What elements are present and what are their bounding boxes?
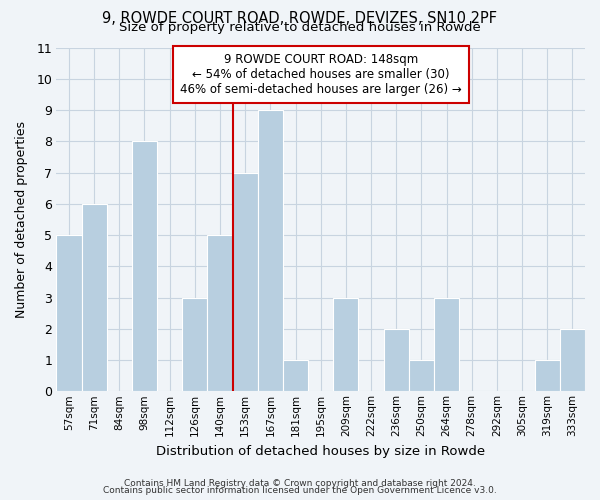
Text: Contains public sector information licensed under the Open Government Licence v3: Contains public sector information licen… bbox=[103, 486, 497, 495]
Bar bbox=[182, 298, 208, 392]
Bar bbox=[283, 360, 308, 392]
Bar bbox=[535, 360, 560, 392]
Bar bbox=[208, 235, 233, 392]
Bar bbox=[383, 329, 409, 392]
Text: Size of property relative to detached houses in Rowde: Size of property relative to detached ho… bbox=[119, 21, 481, 34]
Bar bbox=[56, 235, 82, 392]
X-axis label: Distribution of detached houses by size in Rowde: Distribution of detached houses by size … bbox=[156, 444, 485, 458]
Text: 9, ROWDE COURT ROAD, ROWDE, DEVIZES, SN10 2PF: 9, ROWDE COURT ROAD, ROWDE, DEVIZES, SN1… bbox=[103, 11, 497, 26]
Text: Contains HM Land Registry data © Crown copyright and database right 2024.: Contains HM Land Registry data © Crown c… bbox=[124, 478, 476, 488]
Text: 9 ROWDE COURT ROAD: 148sqm
← 54% of detached houses are smaller (30)
46% of semi: 9 ROWDE COURT ROAD: 148sqm ← 54% of deta… bbox=[180, 52, 461, 96]
Y-axis label: Number of detached properties: Number of detached properties bbox=[15, 121, 28, 318]
Bar bbox=[82, 204, 107, 392]
Bar bbox=[132, 142, 157, 392]
Bar bbox=[434, 298, 459, 392]
Bar bbox=[560, 329, 585, 392]
Bar bbox=[233, 172, 258, 392]
Bar bbox=[258, 110, 283, 392]
Bar bbox=[333, 298, 358, 392]
Bar bbox=[409, 360, 434, 392]
